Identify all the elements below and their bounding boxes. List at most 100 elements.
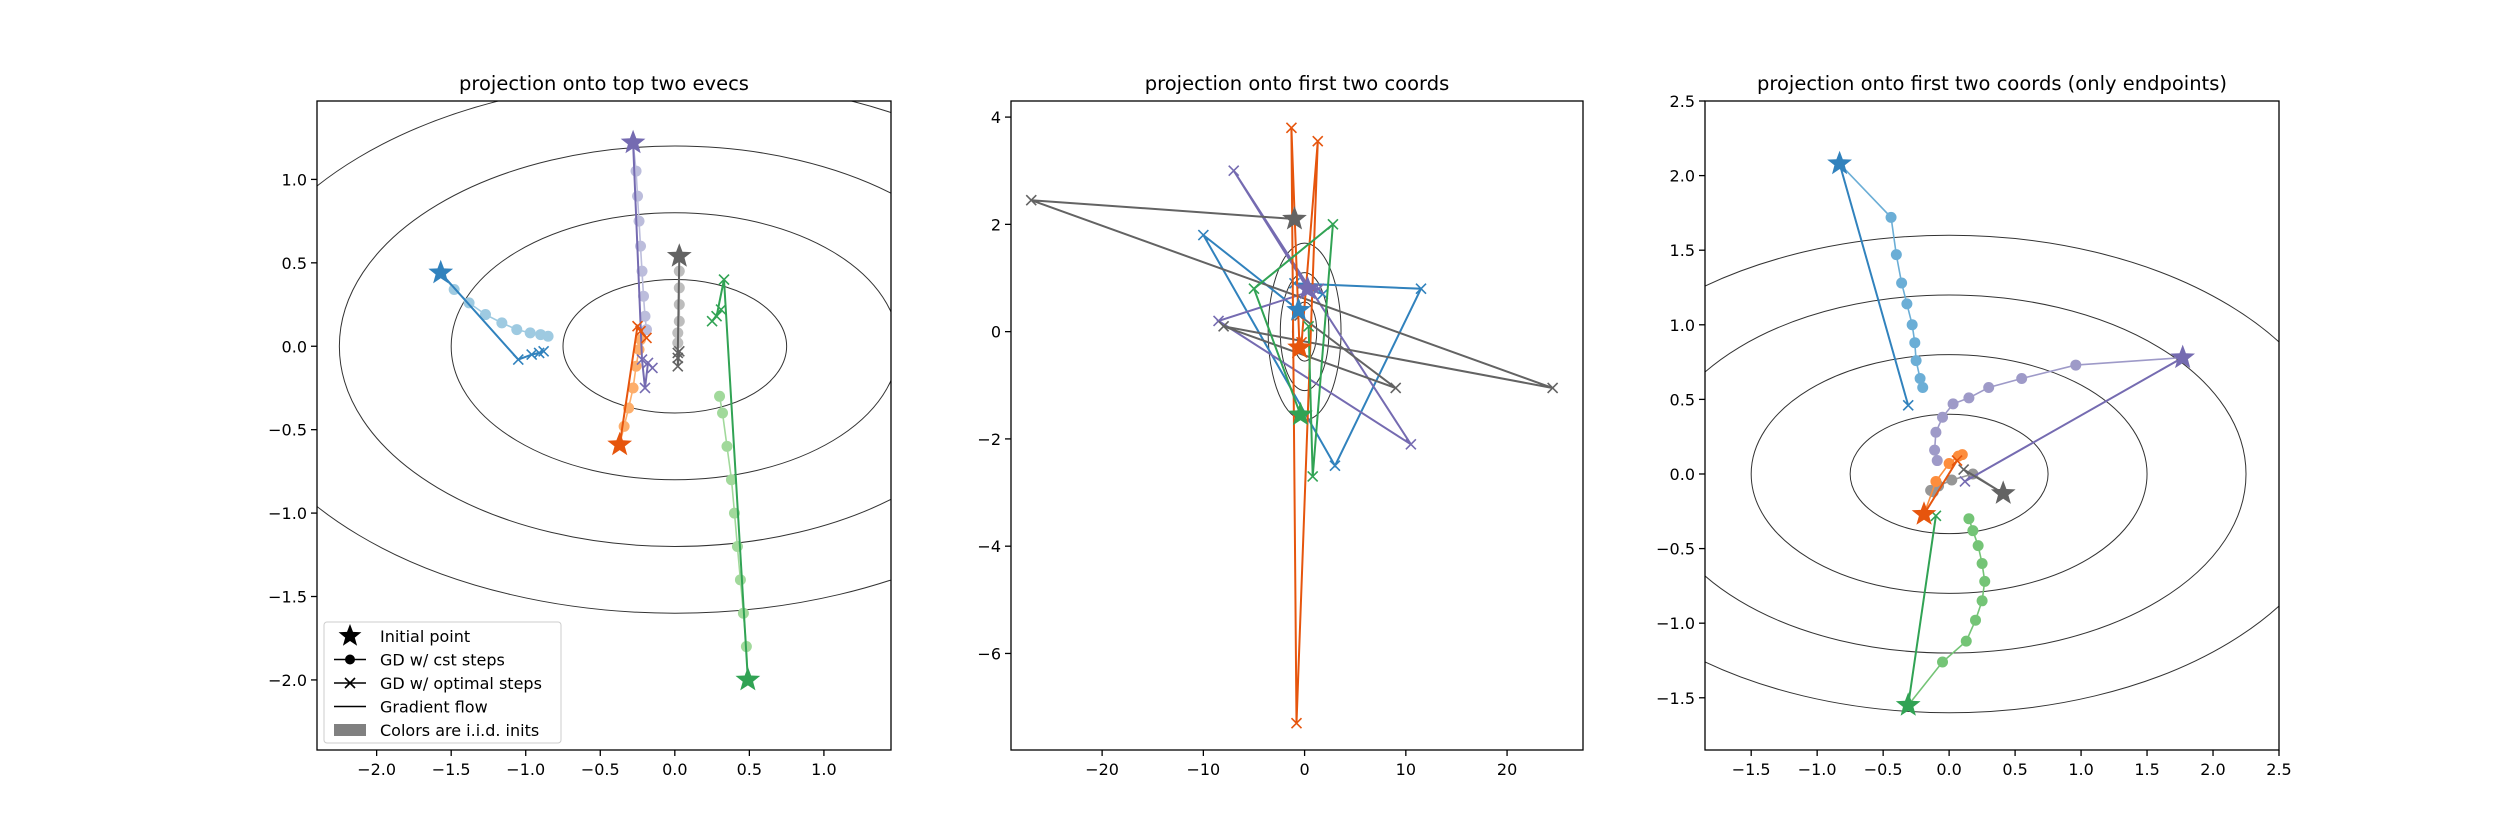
contour-ellipse bbox=[562, 279, 788, 414]
cst-step-point bbox=[1943, 458, 1955, 470]
optimal-step-point bbox=[1327, 218, 1339, 230]
cst-step-point bbox=[2070, 359, 2082, 371]
cst-step-point bbox=[1946, 474, 1958, 486]
optimal-step-point bbox=[1415, 283, 1427, 295]
y-tick-label: −1.5 bbox=[268, 588, 307, 607]
initial-point-star bbox=[735, 666, 761, 691]
cst-step-point bbox=[1963, 513, 1975, 525]
contour-ellipse bbox=[1705, 294, 2247, 654]
initial-point-star bbox=[1282, 206, 1307, 230]
optimal-step-point bbox=[672, 352, 684, 364]
x-tick-label: −1.5 bbox=[432, 760, 471, 779]
chart-title: projection onto first two coords (only e… bbox=[1757, 72, 2227, 95]
y-tick-label: −1.5 bbox=[1656, 689, 1695, 708]
y-tick-label: 2.0 bbox=[1670, 167, 1695, 186]
contour-ellipse bbox=[1750, 354, 2148, 594]
optimal-step-point bbox=[1228, 165, 1240, 177]
chart-panel-1: −2.0 −1.5 −1.0 −0.5 0.0 0.5 1.0 −2.0 −1.5 −1.0 −0.… bbox=[268, 72, 892, 779]
plot-area bbox=[317, 101, 891, 691]
optimal-step-point bbox=[1248, 283, 1260, 295]
optimal-step-point bbox=[1197, 229, 1209, 241]
axes-frame bbox=[1704, 100, 2280, 751]
cst-step-point bbox=[524, 327, 536, 339]
plot-area bbox=[1025, 122, 1559, 729]
optimal-step-point bbox=[706, 315, 718, 327]
y-tick-label: 1.5 bbox=[1670, 241, 1695, 260]
initial-point-star bbox=[1288, 401, 1313, 426]
optimal-step-point bbox=[636, 354, 648, 366]
legend-label: GD w/ cst steps bbox=[380, 651, 505, 670]
cst-step-point bbox=[542, 330, 554, 342]
x-tick-label: 0.0 bbox=[662, 760, 687, 779]
y-tick-label: −2.0 bbox=[268, 671, 307, 690]
x-tick-label: 0 bbox=[1299, 760, 1309, 779]
initial-point-star bbox=[1287, 334, 1312, 359]
optimal-step-point bbox=[718, 273, 730, 286]
x-tick-label: −0.5 bbox=[581, 760, 620, 779]
optimal-step-line bbox=[1030, 199, 1553, 389]
y-tick-label: −4 bbox=[977, 537, 1001, 556]
contour-ellipse bbox=[1705, 234, 2279, 714]
y-tick-label: 4 bbox=[991, 108, 1001, 127]
cst-step-point bbox=[1896, 277, 1908, 289]
x-tick-label: 2.0 bbox=[2200, 760, 2225, 779]
optimal-step-point bbox=[538, 345, 550, 357]
x-tick-label: −1.0 bbox=[506, 760, 545, 779]
optimal-step-point bbox=[1218, 320, 1230, 332]
optimal-step-point bbox=[1959, 475, 1971, 488]
cst-step-point bbox=[1976, 595, 1988, 607]
initial-point-star bbox=[2170, 344, 2195, 369]
legend-box bbox=[323, 621, 562, 744]
cst-step-point bbox=[1937, 656, 1949, 668]
legend-label: GD w/ optimal steps bbox=[380, 674, 542, 693]
legend-label: Gradient flow bbox=[380, 698, 488, 717]
optimal-step-point bbox=[1958, 463, 1970, 476]
y-tick-label: 2.5 bbox=[1670, 92, 1695, 111]
chart-title: projection onto first two coords bbox=[1145, 72, 1449, 95]
optimal-step-point bbox=[1405, 438, 1417, 450]
x-tick-label: 0.0 bbox=[1936, 760, 1961, 779]
optimal-step-point bbox=[631, 320, 644, 332]
cst-step-point bbox=[1970, 614, 1982, 626]
optimal-step-point bbox=[715, 303, 727, 316]
optimal-step-line bbox=[1907, 515, 1937, 706]
cst-step-point bbox=[721, 440, 733, 452]
cst-step-point bbox=[1885, 211, 1897, 223]
optimal-step-point bbox=[1951, 454, 1963, 467]
y-tick-label: −1.0 bbox=[1656, 614, 1695, 633]
initial-point-star bbox=[666, 243, 692, 267]
optimal-step-point bbox=[672, 360, 684, 372]
x-tick-label: 0.5 bbox=[2002, 760, 2027, 779]
initial-point-star bbox=[428, 259, 454, 284]
optimal-step-point bbox=[1390, 382, 1402, 394]
x-tick-label: −1.5 bbox=[1732, 760, 1771, 779]
y-tick-label: −0.5 bbox=[268, 421, 307, 440]
optimal-step-point bbox=[1547, 382, 1559, 394]
gradient-flow-line bbox=[1907, 518, 1986, 706]
y-tick-label: −1.0 bbox=[268, 504, 307, 523]
y-tick-label: −6 bbox=[977, 644, 1001, 663]
cst-step-point bbox=[1931, 455, 1943, 467]
cst-step-point bbox=[1890, 249, 1902, 261]
initial-point-star bbox=[1990, 480, 2016, 504]
optimal-step-point bbox=[1329, 460, 1341, 472]
x-tick-label: 0.5 bbox=[737, 760, 762, 779]
chart-panel-3: −1.5 −1.0 −0.5 0.0 0.5 1.0 1.5 2.0 2.5 −1.5 −1.0 −0… bbox=[1656, 72, 2292, 779]
cst-step-point bbox=[1909, 337, 1921, 349]
cst-step-point bbox=[1929, 444, 1941, 456]
contour-ellipse bbox=[317, 101, 891, 614]
x-tick-label: −1.0 bbox=[1798, 760, 1837, 779]
x-tick-label: 1.0 bbox=[2068, 760, 2093, 779]
legend-patch-icon bbox=[334, 724, 366, 736]
legend-label: Initial point bbox=[380, 627, 470, 646]
contour-ellipse bbox=[1849, 413, 2049, 535]
x-tick-label: 2.5 bbox=[2266, 760, 2291, 779]
y-tick-label: 2 bbox=[991, 215, 1001, 234]
y-tick-label: −2 bbox=[977, 430, 1001, 449]
cst-step-point bbox=[2016, 373, 2028, 385]
y-tick-label: 0.0 bbox=[282, 337, 307, 356]
optimal-step-point bbox=[1290, 717, 1303, 729]
initial-point-star bbox=[1286, 297, 1311, 321]
